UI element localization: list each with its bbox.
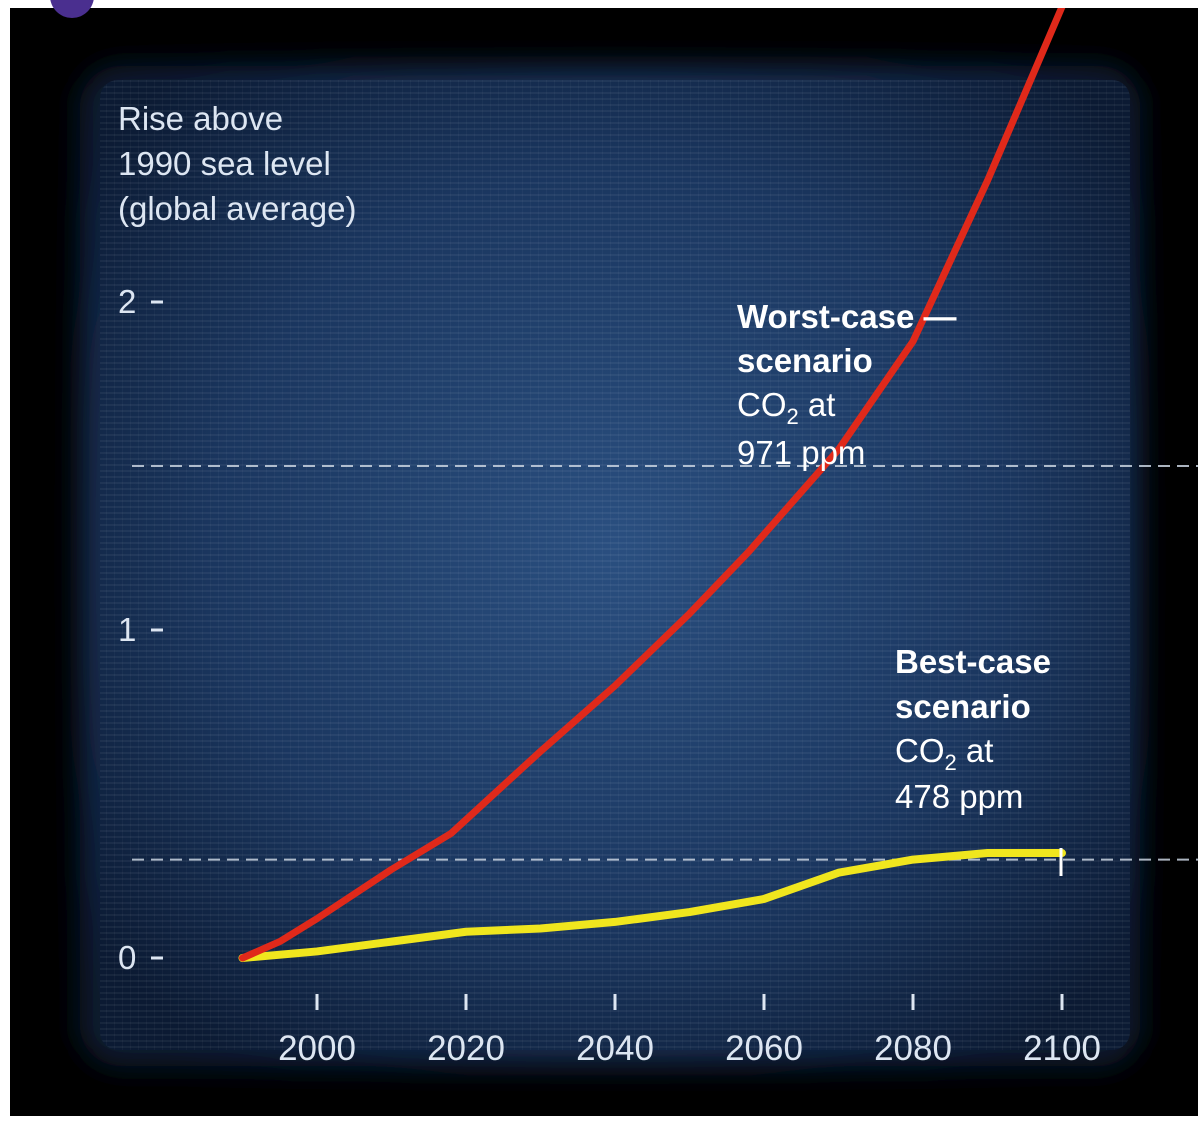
worst-case-co2-label: CO2 at [737,386,835,429]
y-axis-ticks: 0123 feet [118,283,163,976]
best-case-co2-label: CO2 at [895,732,993,775]
best-case-ppm-label: 478 ppm [895,778,1023,815]
x-axis-ticks: 2000 2020 2040 2060 2080 2100 [278,994,1101,1068]
y-tick-label-0: 0 [118,939,136,976]
annotation-worst-case: Worst-case — scenario CO2 at 971 ppm [737,298,956,471]
y-axis-title-line-1: Rise above [118,100,283,137]
worst-case-ppm-label: 971 ppm [737,434,865,471]
y-axis-title-line-3: (global average) [118,190,356,227]
annotation-best-case: Best-case scenario CO2 at 478 ppm [895,643,1063,876]
x-tick-label-2060: 2060 [725,1029,803,1068]
x-tick-label-2020: 2020 [427,1029,505,1068]
series-line-best-case [238,849,1066,962]
y-tick-label-1: 1 [118,611,136,648]
chart-panel-texture [100,80,1130,1050]
reference-lines [132,465,1198,861]
worst-case-title-line-1: Worst-case — [737,298,956,335]
y-tick-label-2: 2 [118,283,136,320]
chart-frame: Rise above 1990 sea level (global averag… [10,0,1198,1116]
x-tick-label-2000: 2000 [278,1029,356,1068]
best-case-title-line-1: Best-case [895,643,1051,680]
x-tick-label-2040: 2040 [576,1029,654,1068]
y-axis-title-line-2: 1990 sea level [118,145,331,182]
corner-badge [50,0,94,18]
best-case-title-line-2: scenario [895,688,1031,725]
worst-case-title-line-2: scenario [737,342,873,379]
sea-level-chart: Rise above 1990 sea level (global averag… [80,3,1198,1068]
x-tick-label-2100: 2100 [1023,1029,1101,1068]
series-line-worst-case [239,3,1066,962]
x-tick-label-2080: 2080 [874,1029,952,1068]
